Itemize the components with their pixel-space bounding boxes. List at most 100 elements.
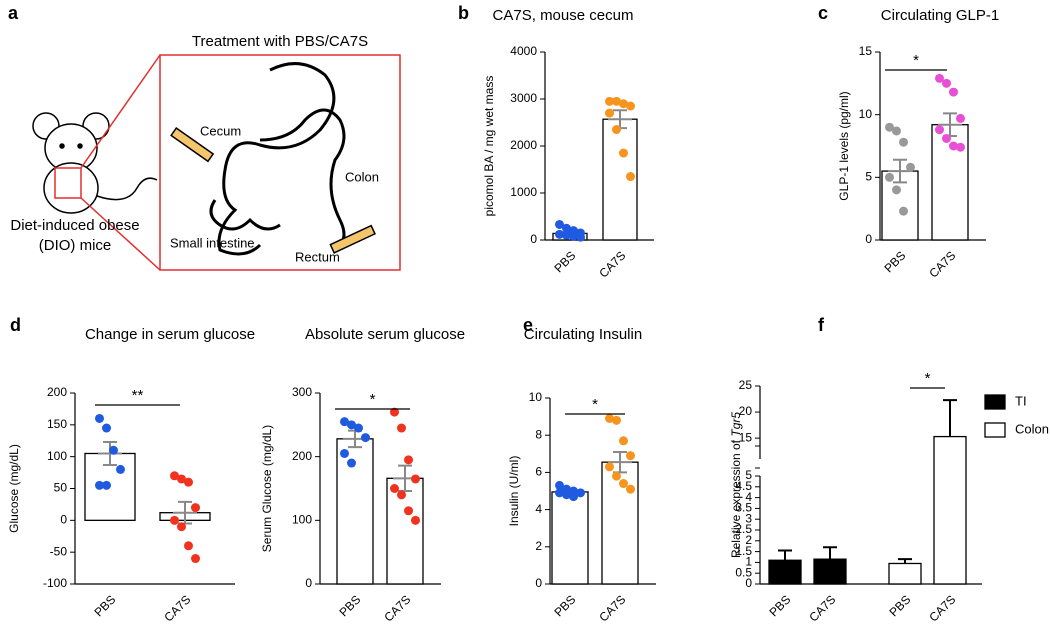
data-point — [605, 413, 614, 423]
legend-swatch — [984, 394, 1006, 410]
y-tick-label: -50 — [50, 544, 68, 558]
data-point — [354, 423, 363, 433]
zoom-box — [159, 54, 401, 271]
significance-label: * — [592, 396, 598, 413]
y-tick-label: 50 — [54, 481, 68, 495]
y-tick-label: 15 — [859, 44, 873, 58]
y-axis-label: Glucose (mg/dL) — [7, 444, 21, 533]
panel-label: a — [8, 3, 19, 23]
data-point — [177, 474, 186, 484]
data-point — [184, 541, 193, 551]
bar — [933, 435, 967, 585]
y-axis-label: Insulin (U/ml) — [507, 456, 521, 527]
data-point — [569, 492, 578, 502]
zoom-line — [80, 54, 161, 169]
y-axis-label-text: GLP-1 levels (pg/ml) — [837, 91, 851, 200]
data-point — [626, 172, 635, 182]
bar — [931, 124, 969, 241]
data-point — [411, 515, 420, 525]
y-tick-label: 10 — [859, 107, 873, 121]
error-bar — [98, 441, 122, 466]
data-point — [949, 141, 958, 151]
data-point — [116, 464, 125, 474]
mouse-caption: Diet-induced obese — [10, 217, 139, 234]
syringe — [329, 224, 376, 254]
data-point — [102, 423, 111, 433]
chart-title: Circulating GLP-1 — [881, 7, 999, 24]
data-point — [397, 490, 406, 500]
y-tick-label: 4 — [535, 502, 542, 516]
data-point — [184, 477, 193, 487]
data-point — [562, 223, 571, 233]
y-tick-label: 100 — [47, 449, 67, 463]
y-tick-label: -100 — [43, 576, 67, 590]
data-point — [942, 78, 951, 88]
y-tick-label: 5 — [865, 170, 872, 184]
y-axis-label: picomol BA / mg wet mass — [482, 76, 496, 217]
data-point — [612, 125, 621, 135]
bar — [601, 461, 639, 585]
y-tick-label: 5 — [745, 468, 752, 482]
small-intestine — [209, 199, 281, 231]
y-tick-label: 100 — [292, 513, 312, 527]
data-point — [109, 445, 118, 455]
organ-label: Rectum — [295, 249, 340, 264]
x-tick-label: PBS — [886, 592, 913, 619]
data-point — [626, 484, 635, 494]
chart-title: Change in serum glucose — [85, 326, 255, 343]
data-point — [885, 122, 894, 132]
x-tick-label: PBS — [91, 592, 118, 619]
chart-title: Circulating Insulin — [524, 326, 642, 343]
data-point — [605, 462, 614, 472]
y-tick-label: 200 — [292, 449, 312, 463]
x-tick-label: CA7S — [926, 592, 958, 624]
y-tick-label: 4.5 — [735, 479, 752, 493]
error-bar — [888, 158, 912, 184]
data-point — [340, 448, 349, 458]
panel-label: d — [10, 315, 21, 335]
data-point — [191, 554, 200, 564]
focus-box — [54, 167, 82, 199]
data-point — [899, 137, 908, 147]
y-tick-label: 1 — [745, 555, 752, 569]
y-axis-label: Relative expression of Tgr5 — [729, 412, 743, 558]
y-tick-label: 6 — [535, 465, 542, 479]
data-point — [576, 488, 585, 498]
y-tick-label: 1.5 — [735, 544, 752, 558]
y-axis-label-text: Relative expression of — [729, 437, 743, 558]
y-tick-label: 2 — [535, 539, 542, 553]
y-tick-label: 8 — [535, 427, 542, 441]
y-tick-label: 3000 — [510, 91, 537, 105]
legend-swatch — [984, 422, 1006, 438]
data-point — [935, 73, 944, 83]
y-tick-label: 4 — [745, 490, 752, 504]
y-tick-label: 0 — [60, 513, 67, 527]
data-point — [626, 451, 635, 461]
y-axis-label-italic: Tgr5 — [729, 412, 743, 437]
data-point — [942, 133, 951, 143]
data-point — [411, 474, 420, 484]
error-bar — [938, 112, 962, 137]
data-point — [555, 229, 564, 239]
organ-label: Cecum — [200, 123, 241, 138]
mouse-tail — [96, 177, 158, 201]
error-bar — [943, 399, 957, 437]
x-tick-label: CA7S — [596, 592, 628, 624]
bar — [768, 559, 802, 585]
data-point — [555, 488, 564, 498]
data-point — [612, 415, 621, 425]
data-point — [956, 142, 965, 152]
data-point — [170, 471, 179, 481]
error-bar — [393, 464, 417, 493]
data-point — [576, 232, 585, 242]
data-point — [906, 162, 915, 172]
x-tick-label: CA7S — [381, 592, 413, 624]
organ-label: Small intestine — [170, 235, 255, 250]
y-tick-label: 4000 — [510, 44, 537, 58]
data-point — [95, 480, 104, 490]
data-point — [899, 206, 908, 216]
bar — [813, 558, 847, 585]
mouse-eye — [77, 143, 83, 149]
data-point — [390, 484, 399, 493]
